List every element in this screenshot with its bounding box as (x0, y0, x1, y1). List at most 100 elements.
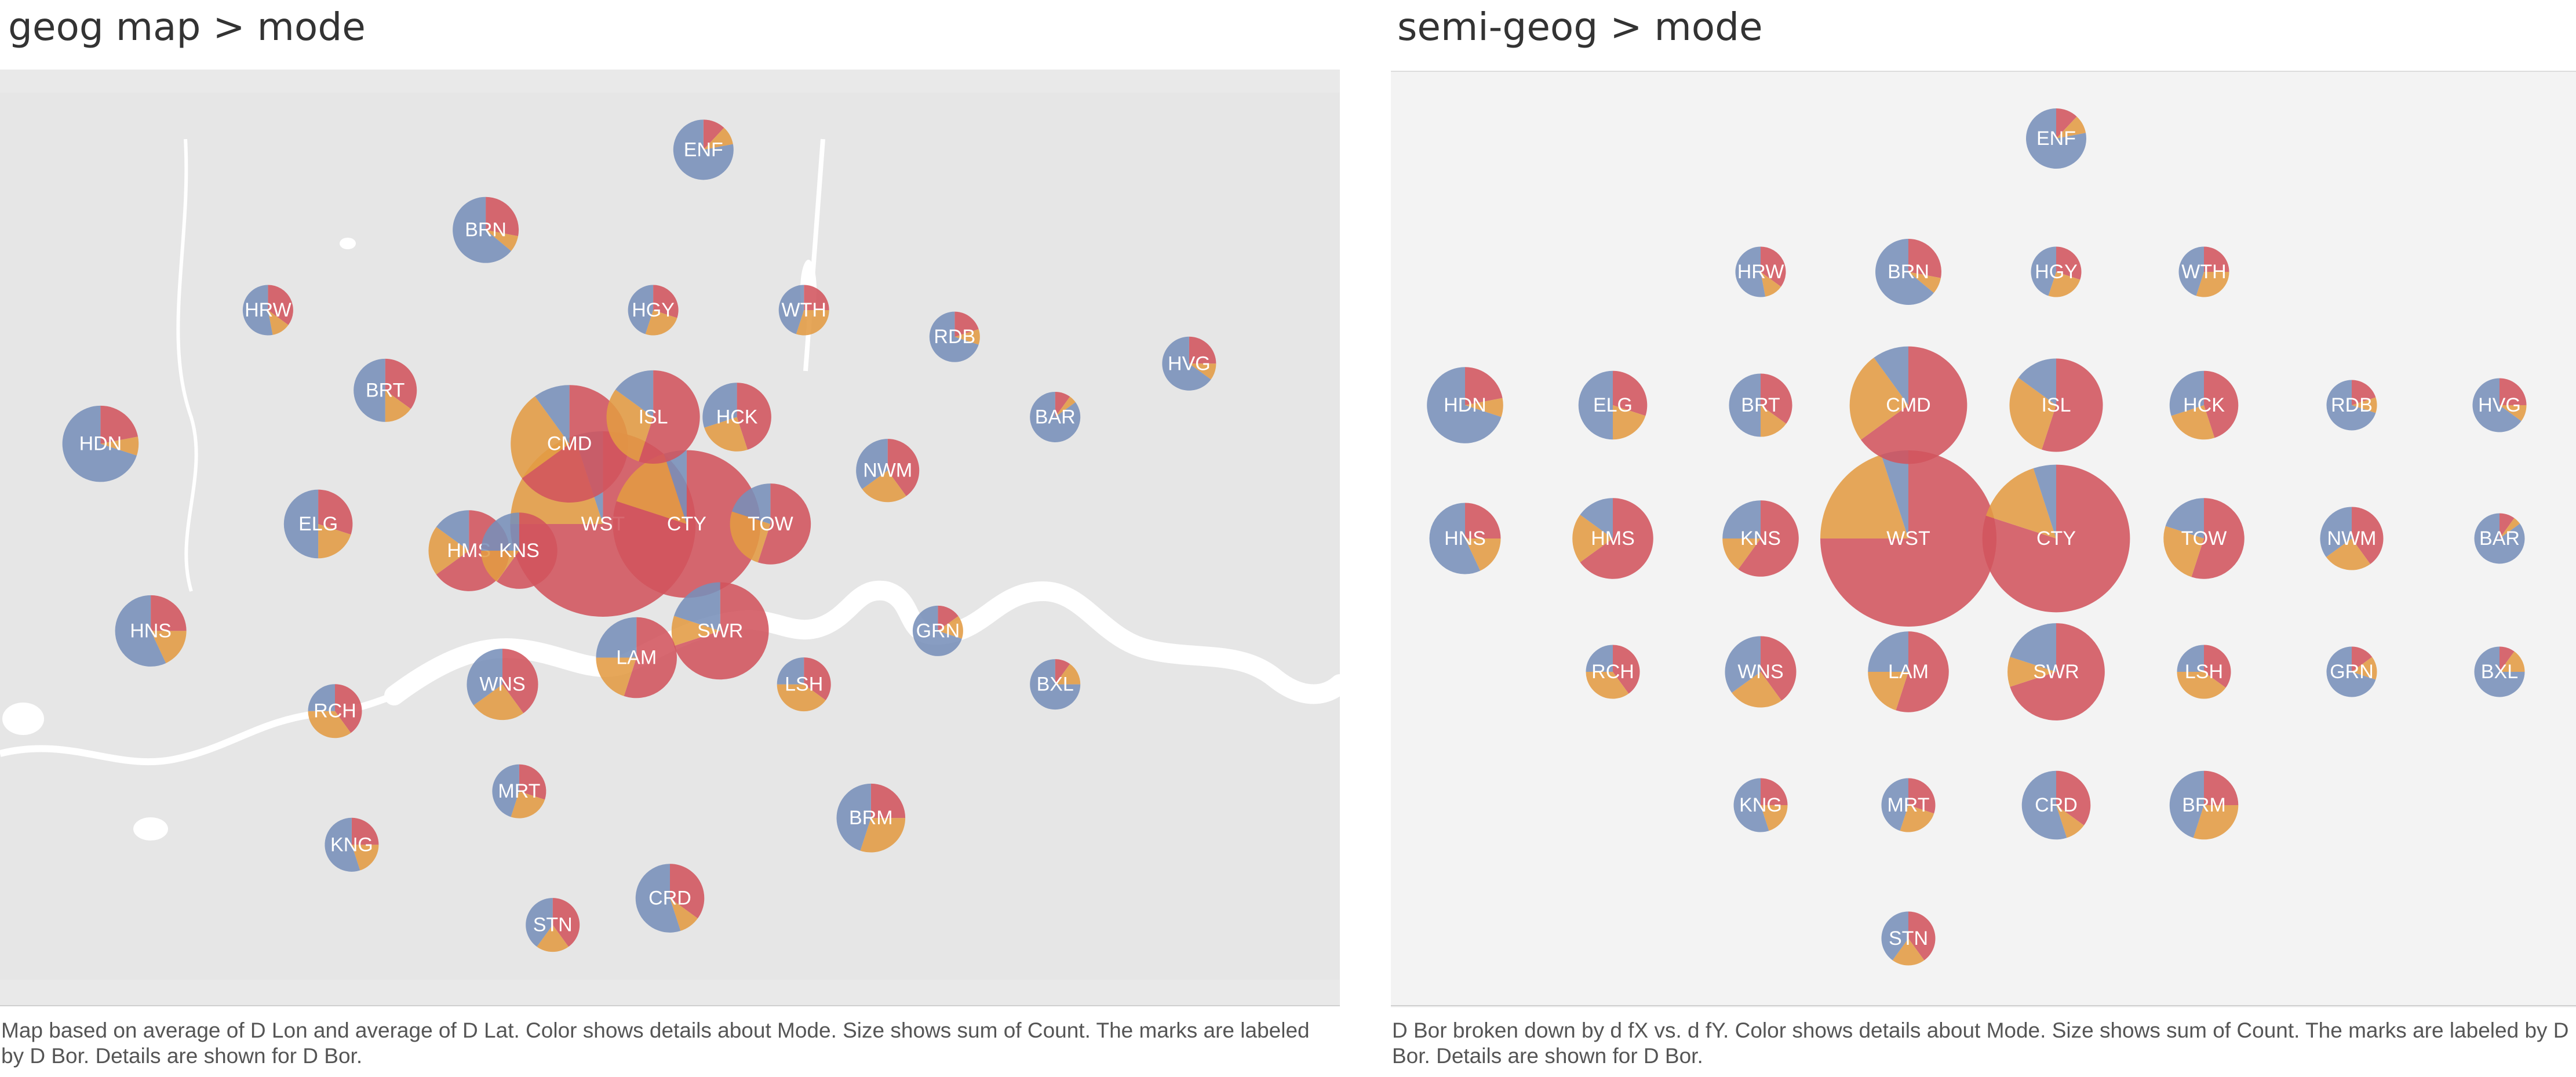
pie-slice-bar-red (2500, 513, 2515, 538)
pie-bar: BAR (2474, 513, 2525, 564)
pie-brt: BRT (354, 358, 417, 422)
pie-slice-lsh-orange (2177, 672, 2226, 699)
pie-slice-kng-red (1761, 778, 1788, 805)
pie-slice-hgy-red (653, 285, 679, 318)
pie-slice-lsh-blue (777, 657, 804, 685)
pie-slice-rch-orange (1586, 672, 1629, 699)
pie-label-hms: HMS (1591, 527, 1635, 550)
pie-slice-swr-blue (2010, 623, 2056, 672)
pie-rdb: RDB (2326, 380, 2377, 431)
pie-slice-cmd-blue (1874, 346, 1908, 405)
pie-label-hvg: HVG (2478, 394, 2521, 416)
pie-slice-cty-orange (1985, 468, 2056, 538)
pie-stn: STN (1881, 911, 1936, 966)
pie-slice-grn-orange (2352, 657, 2377, 680)
pie-slice-hns-red (1465, 503, 1501, 538)
pie-brt: BRT (1729, 373, 1792, 437)
pie-bxl: BXL (1030, 659, 1081, 710)
pie-slice-wth-blue (778, 285, 804, 334)
pie-slice-cmd-orange (511, 396, 570, 479)
pie-slice-swr-red (673, 582, 769, 680)
pie-elg: ELG (1578, 370, 1648, 440)
pie-label-enf: ENF (2036, 128, 2076, 150)
pie-slice-lam-blue (596, 617, 637, 658)
pie-slice-grn-red (2352, 646, 2373, 672)
pie-slice-crd-red (670, 864, 705, 919)
pie-slice-brm-orange (860, 818, 906, 853)
pie-slice-mrt-red (519, 764, 546, 800)
pie-slice-hms-blue (436, 510, 469, 551)
pie-slice-bxl-blue (2474, 646, 2525, 697)
pie-label-brm: BRM (849, 807, 893, 829)
geographic-map-chart: WST CTY CMD SWR ISL HMS TOW LAM HDN KNS HNS WNS ELG H… (0, 70, 1340, 1005)
pie-slice-hvg-blue (1162, 336, 1211, 391)
pie-hms: HMS (1572, 498, 1653, 579)
pie-wth: WTH (2178, 246, 2229, 297)
pie-slice-brm-red (870, 783, 906, 818)
pie-label-mrt: MRT (1887, 794, 1929, 816)
pie-slice-hrw-red (1761, 246, 1786, 287)
pie-slice-kng-orange (1761, 805, 1788, 831)
pie-kns: KNS (1722, 500, 1799, 577)
pie-label-enf: ENF (684, 139, 723, 161)
pie-slice-cmd-red (1860, 346, 1967, 464)
pie-label-hns: HNS (130, 620, 172, 642)
pie-slice-cty-orange (616, 453, 687, 524)
pie-slice-rdb-blue (929, 311, 979, 362)
pie-label-rch: RCH (314, 700, 356, 722)
pie-slice-wth-red (804, 285, 829, 311)
pie-elg: ELG (283, 489, 353, 559)
pie-brm: BRM (836, 783, 906, 853)
pie-slice-hrw-red (268, 285, 293, 325)
pie-label-cty: CTY (667, 513, 706, 535)
pie-slice-crd-blue (2021, 770, 2067, 840)
pie-label-lsh: LSH (785, 674, 823, 696)
pie-grn: GRN (912, 605, 963, 656)
pie-slice-wns-blue (467, 649, 502, 705)
pie-slice-stn-orange (537, 925, 569, 952)
pie-slice-elg-red (1613, 370, 1648, 416)
pie-label-brn: BRN (465, 219, 507, 241)
pie-hvg: HVG (1162, 336, 1216, 391)
pie-slice-hdn-blue (1427, 367, 1502, 443)
pie-enf: ENF (2026, 108, 2086, 169)
pie-tow: TOW (730, 483, 811, 565)
pie-label-bxl: BXL (2481, 661, 2518, 683)
map-pie-marks: WST CTYCMDSWRISLHMSTOWLAMHDNKNSHNSWNSELGH… (62, 119, 1216, 952)
pie-hvg: HVG (2472, 378, 2527, 432)
pie-label-wth: WTH (781, 299, 826, 321)
left-panel-title: geog map > mode (8, 5, 366, 49)
pie-label-wth: WTH (2181, 261, 2226, 283)
pie-slice-hgy-orange (645, 310, 677, 336)
pie-slice-elg-orange (318, 523, 351, 559)
pie-slice-brt-red (385, 358, 417, 409)
pie-hgy: HGY (2031, 246, 2082, 297)
pie-lam: LAM (1868, 631, 1949, 712)
pie-nwm: NWM (856, 439, 920, 503)
pie-slice-bxl-red (2500, 646, 2515, 672)
pie-slice-cmd-red (522, 385, 628, 503)
pie-slice-kng-orange (351, 845, 379, 871)
pie-slice-bar-orange (1055, 396, 1076, 417)
pie-slice-elg-orange (1613, 405, 1646, 440)
pie-slice-wns-red (502, 649, 538, 714)
pie-crd: CRD (635, 864, 705, 933)
pie-label-wns: WNS (479, 674, 525, 696)
pie-slice-hdn-orange (100, 436, 139, 456)
pie-wns: WNS (1725, 636, 1797, 708)
left-panel-caption: Map based on average of D Lon and averag… (1, 1018, 1310, 1068)
pie-hrw: HRW (1735, 246, 1786, 297)
pie-bxl: BXL (2474, 646, 2525, 697)
pie-slice-cty-blue (2033, 464, 2056, 538)
pie-hns: HNS (1429, 503, 1501, 574)
pie-slice-nwm-blue (856, 439, 888, 489)
pie-slice-bar-blue (1030, 391, 1081, 442)
pie-slice-brm-blue (836, 783, 871, 851)
pie-label-elg: ELG (1593, 394, 1633, 416)
pie-slice-swr-orange (2007, 657, 2056, 687)
pie-slice-hvg-orange (2500, 405, 2527, 421)
pie-slice-hck-blue (702, 383, 737, 428)
pie-slice-nwm-orange (862, 470, 906, 503)
pie-label-isl: ISL (639, 406, 668, 428)
pie-label-cmd: CMD (1886, 394, 1930, 416)
